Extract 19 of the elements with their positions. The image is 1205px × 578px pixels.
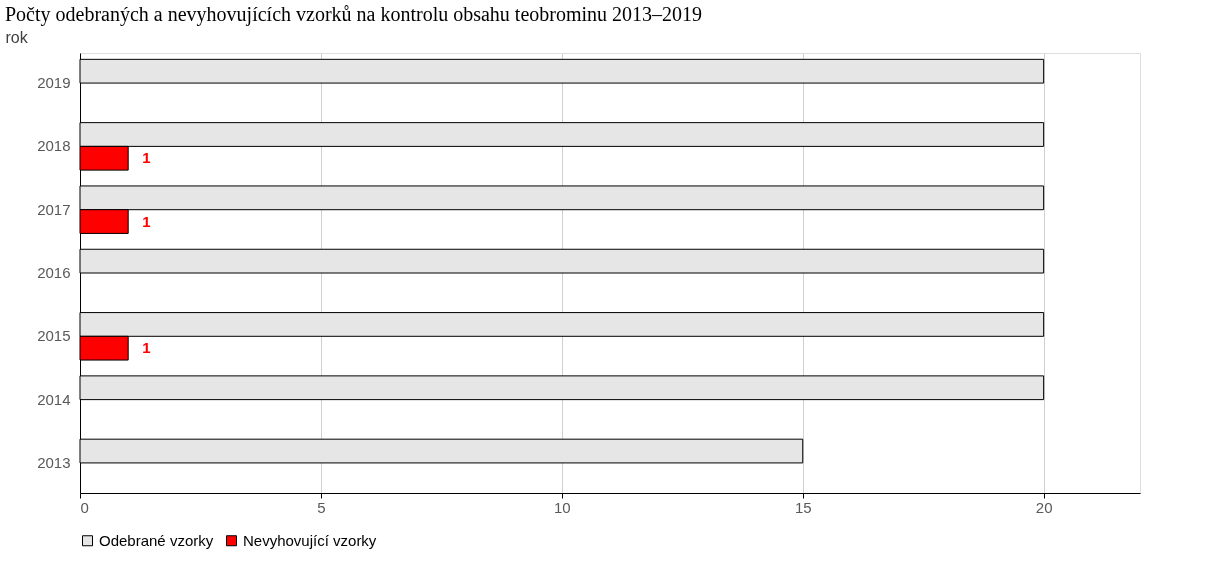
y-tick-label: 2018 bbox=[37, 137, 71, 155]
x-tick-label: 10 bbox=[553, 498, 571, 516]
y-tick-label: 2013 bbox=[37, 453, 71, 471]
data-label: 1 bbox=[142, 212, 151, 230]
y-axis-title: rok bbox=[5, 28, 29, 46]
data-label: 1 bbox=[142, 339, 151, 357]
x-tick-label: 20 bbox=[1035, 498, 1053, 516]
y-tick-label: 2016 bbox=[37, 264, 71, 281]
x-tick-label: 15 bbox=[794, 498, 812, 516]
legend-label: Odebrané vzorky bbox=[99, 531, 214, 549]
legend-label: Nevyhovující vzorky bbox=[243, 531, 377, 549]
y-tick-label: 2017 bbox=[37, 200, 71, 218]
y-tick-label: 2015 bbox=[37, 327, 71, 345]
data-label: 1 bbox=[142, 149, 151, 167]
y-tick-label: 2014 bbox=[37, 390, 71, 408]
y-tick-label: 2019 bbox=[37, 74, 71, 92]
x-tick-label: 5 bbox=[317, 498, 326, 516]
x-tick-label: 0 bbox=[80, 498, 89, 516]
chart-title: Počty odebraných a nevyhovujících vzorků na kontrolu obsahu teobrominu 2013–2019 bbox=[5, 3, 703, 26]
